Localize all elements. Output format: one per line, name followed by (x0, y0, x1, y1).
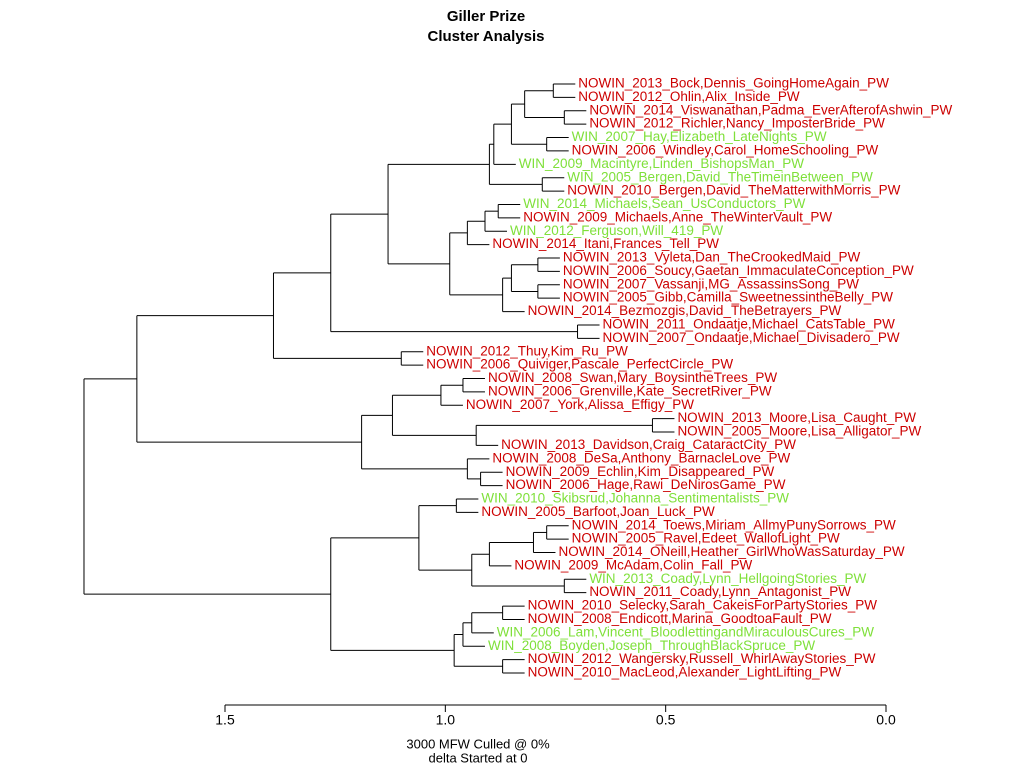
leaf-label: WIN_2006_Lam,Vincent_BloodlettingandMira… (497, 624, 874, 639)
x-tick-label: 1.5 (215, 712, 235, 728)
leaf-label: WIN_2012_Ferguson,Will_419_PW (510, 223, 723, 238)
leaf-label: NOWIN_2013_Bock,Dennis_GoingHomeAgain_PW (578, 76, 889, 91)
x-tick-label: 0.5 (656, 712, 676, 728)
chart-title: Giller Prize (447, 8, 525, 25)
leaf-label: NOWIN_2007_York,Alissa_Effigy_PW (466, 397, 694, 412)
leaf-label: NOWIN_2010_Selecky,Sarah_CakeisForPartyS… (528, 598, 878, 613)
leaf-label: NOWIN_2013_Davidson,Craig_CataractCity_P… (501, 437, 796, 452)
x-axis-label: 3000 MFW Culled @ 0% (406, 736, 550, 751)
leaf-label: NOWIN_2009_McAdam,Colin_Fall_PW (514, 557, 752, 572)
leaf-label: NOWIN_2014_Itani,Frances_Tell_PW (492, 236, 719, 251)
chart-subtitle: Cluster Analysis (428, 28, 545, 45)
leaf-label: NOWIN_2012_Richler,Nancy_ImposterBride_P… (589, 116, 885, 131)
leaf-label: WIN_2005_Bergen,David_TheTimeinBetween_P… (567, 169, 873, 184)
leaf-label: NOWIN_2005_Moore,Lisa_Alligator_PW (677, 424, 921, 439)
leaf-label: NOWIN_2008_DeSa,Anthony_BarnacleLove_PW (492, 450, 790, 465)
leaf-label: NOWIN_2007_Vassanji,MG_AssassinsSong_PW (563, 276, 859, 291)
leaf-label: NOWIN_2006_Quiviger,Pascale_PerfectCircl… (426, 357, 733, 372)
leaf-label: NOWIN_2013_Vyleta,Dan_TheCrookedMaid_PW (563, 250, 861, 265)
leaf-label: NOWIN_2014_Bezmozgis,David_TheBetrayers_… (528, 303, 842, 318)
leaf-label: WIN_2010_Skibsrud,Johanna_Sentimentalist… (481, 491, 789, 506)
leaf-label: NOWIN_2010_Bergen,David_TheMatterwithMor… (567, 183, 900, 198)
leaf-label: NOWIN_2009_Michaels,Anne_TheWinterVault_… (523, 209, 832, 224)
x-tick-label: 1.0 (436, 712, 456, 728)
leaf-label: NOWIN_2014_Viswanathan,Padma_EverAfterof… (589, 102, 952, 117)
leaf-label: NOWIN_2014_ONeill,Heather_GirlWhoWasSatu… (558, 544, 904, 559)
leaf-label: NOWIN_2008_Swan,Mary_BoysintheTrees_PW (488, 370, 777, 385)
leaf-label: NOWIN_2006_Windley,Carol_HomeSchooling_P… (572, 142, 879, 157)
leaf-label: NOWIN_2014_Toews,Miriam_AllmyPunySorrows… (572, 517, 896, 532)
leaf-label: NOWIN_2005_Barfoot,Joan_Luck_PW (481, 504, 715, 519)
leaf-label: NOWIN_2010_MacLeod,Alexander_LightLiftin… (528, 665, 842, 680)
x-axis-label: delta Started at 0 (428, 750, 527, 765)
leaf-label: NOWIN_2006_Grenville,Kate_SecretRiver_PW (488, 383, 772, 398)
leaf-label: NOWIN_2013_Moore,Lisa_Caught_PW (677, 410, 916, 425)
x-tick-label: 0.0 (876, 712, 896, 728)
leaf-label: NOWIN_2009_Echlin,Kim_Disappeared_PW (506, 464, 775, 479)
leaf-label: NOWIN_2006_Hage,Rawi_DeNirosGame_PW (506, 477, 786, 492)
leaf-label: NOWIN_2008_Endicott,Marina_GoodtoaFault_… (528, 611, 832, 626)
leaf-label: NOWIN_2012_Thuy,Kim_Ru_PW (426, 343, 628, 358)
leaf-label: WIN_2009_Macintyre,Linden_BishopsMan_PW (519, 156, 804, 171)
leaf-label: WIN_2007_Hay,Elizabeth_LateNights_PW (572, 129, 827, 144)
leaf-label: NOWIN_2007_Ondaatje,Michael_Divisadero_P… (603, 330, 900, 345)
leaf-label: WIN_2013_Coady,Lynn_HellgoingStories_PW (589, 571, 866, 586)
leaf-label: NOWIN_2011_Coady,Lynn_Antagonist_PW (589, 584, 851, 599)
leaf-label: WIN_2008_Boyden,Joseph_ThroughBlackSpruc… (488, 638, 815, 653)
leaf-label: NOWIN_2005_Ravel,Edeet_WallofLight_PW (572, 531, 840, 546)
leaf-label: NOWIN_2012_Ohlin,Alix_Inside_PW (578, 89, 800, 104)
leaf-label: NOWIN_2005_Gibb,Camilla_SweetnessintheBe… (563, 290, 893, 305)
leaf-label: NOWIN_2012_Wangersky,Russell_WhirlAwaySt… (528, 651, 876, 666)
leaf-label: NOWIN_2006_Soucy,Gaetan_ImmaculateConcep… (563, 263, 914, 278)
leaf-label: WIN_2014_Michaels,Sean_UsConductors_PW (523, 196, 805, 211)
leaf-label: NOWIN_2011_Ondaatje,Michael_CatsTable_PW (603, 317, 896, 332)
